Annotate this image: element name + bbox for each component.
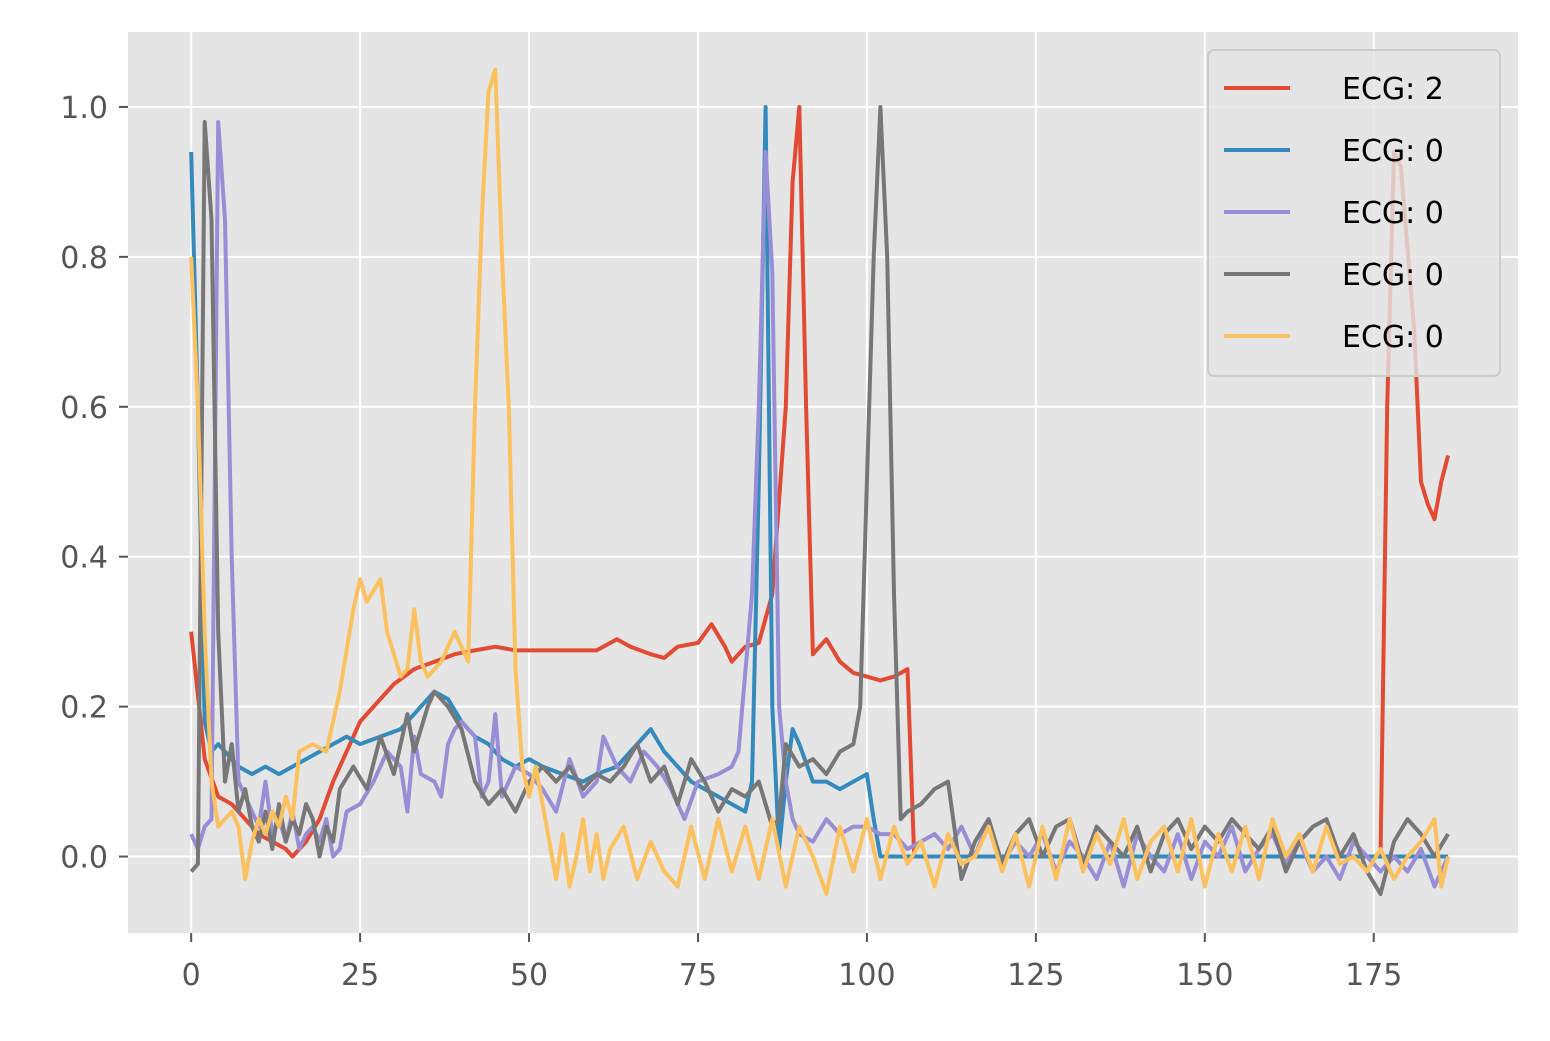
x-tick-label: 175 xyxy=(1345,958,1402,993)
axes: 0 25 50 75 100 125 150 175 0.0 0.2 0.4 0.6 0.8 1.0 xyxy=(60,91,1402,993)
y-tick-label: 1.0 xyxy=(60,91,108,126)
legend-label: ECG: 2 xyxy=(1342,72,1444,107)
x-tick-label: 50 xyxy=(510,958,548,993)
y-tick-label: 0.2 xyxy=(60,691,108,726)
y-tick-label: 0.0 xyxy=(60,841,108,876)
x-tick-label: 75 xyxy=(679,958,717,993)
legend-label: ECG: 0 xyxy=(1342,196,1444,231)
legend-label: ECG: 0 xyxy=(1342,134,1444,169)
x-tick-label: 25 xyxy=(341,958,379,993)
legend-box xyxy=(1207,49,1501,377)
series-line-2 xyxy=(189,120,1450,889)
legend: ECG: 2 ECG: 0 ECG: 0 ECG: 0 ECG: 0 xyxy=(1207,49,1501,377)
y-tick-label: 0.4 xyxy=(60,541,108,576)
legend-label: ECG: 0 xyxy=(1342,320,1444,355)
legend-label: ECG: 0 xyxy=(1342,258,1444,293)
y-tick-label: 0.6 xyxy=(60,391,108,426)
x-tick-label: 150 xyxy=(1176,958,1233,993)
x-tick-label: 0 xyxy=(182,958,201,993)
series-line-4 xyxy=(189,67,1451,896)
x-tick-label: 125 xyxy=(1007,958,1064,993)
series-lines xyxy=(189,67,1451,896)
x-tick-label: 100 xyxy=(838,958,895,993)
y-tick-label: 0.8 xyxy=(60,241,108,276)
